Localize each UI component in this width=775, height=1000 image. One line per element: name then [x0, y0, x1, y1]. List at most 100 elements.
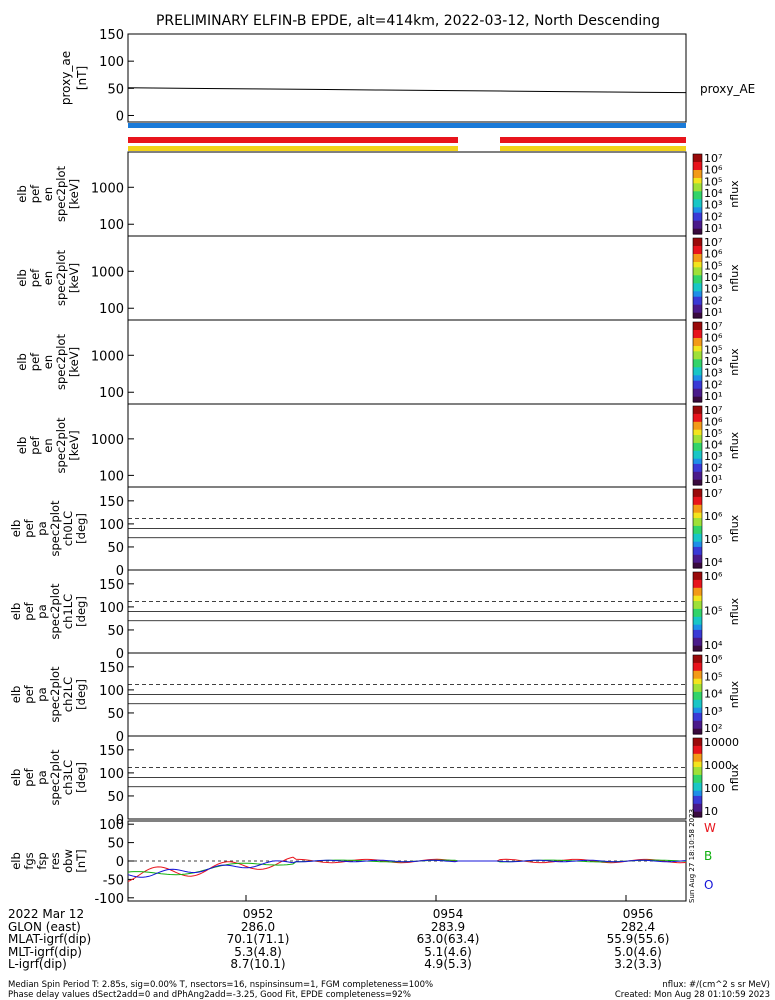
colorbar-cell	[693, 202, 702, 206]
ylabel-keV: [keV]	[67, 430, 81, 460]
y-tick-label: 150	[99, 495, 124, 510]
colorbar-cell	[693, 406, 702, 410]
colorbar-cell	[693, 272, 702, 276]
colorbar-cell	[693, 178, 702, 182]
colorbar-cell	[693, 154, 702, 158]
colorbar-tick-label: 10³	[704, 283, 722, 296]
colorbar-cell	[693, 338, 702, 342]
colorbar-cell	[693, 372, 702, 376]
y-tick-label: 0	[116, 564, 124, 579]
y-tick-label: 100	[99, 386, 124, 401]
colorbar-cell	[693, 562, 702, 566]
colorbar-cell	[693, 504, 702, 508]
status-bar-blue	[128, 123, 686, 128]
proxy-ae-ylabel: proxy_ae	[59, 51, 73, 105]
colorbar-cell	[693, 354, 702, 358]
status-bar-red-1	[128, 137, 458, 143]
colorbar-cell	[693, 491, 702, 495]
colorbar-tick-label: 10²	[704, 462, 722, 475]
colorbar-cell	[693, 539, 702, 543]
ylabel-spec2plot: spec2plot	[54, 333, 68, 390]
ylabel-keV: [keV]	[67, 347, 81, 377]
colorbar-cell	[693, 264, 702, 268]
colorbar-cell	[693, 408, 702, 412]
proxy-ae-frame	[127, 33, 687, 123]
ylabel-pef: pef	[28, 435, 42, 454]
colorbar-cell	[693, 520, 702, 524]
colorbar-cell	[693, 565, 702, 569]
colorbar-tick-label: 10⁷	[704, 320, 722, 333]
ylabel-pa: pa	[35, 521, 49, 535]
ylabel-elb: elb	[15, 353, 29, 371]
colorbar-label: nflux	[728, 348, 741, 376]
ylabel-pef: pef	[22, 518, 36, 537]
ylabel-en: en	[41, 355, 55, 369]
colorbar-cell	[693, 186, 702, 190]
colorbar-label: nflux	[728, 264, 741, 292]
colorbar-tick-label: 10⁶	[704, 164, 723, 177]
colorbar-cell	[693, 162, 702, 166]
colorbar-tick-label: 10⁶	[704, 248, 723, 261]
proxy-ae-line	[127, 87, 687, 94]
colorbar-cell	[693, 416, 702, 420]
colorbar-cell	[693, 383, 702, 387]
colorbar-cell	[693, 304, 702, 308]
colorbar-cell	[693, 310, 702, 314]
proxy-ae-tick-label: 0	[116, 109, 124, 124]
colorbar-cell	[693, 156, 702, 160]
colorbar-cell	[693, 335, 702, 339]
colorbar-cell	[693, 482, 702, 486]
colorbar-cell	[693, 246, 702, 250]
colorbar-cell	[693, 348, 702, 352]
ylabel-spec2plot: spec2plot	[54, 249, 68, 306]
colorbar-en4	[692, 405, 703, 486]
colorbar-cell	[693, 515, 702, 519]
colorbar-cell	[693, 170, 702, 174]
colorbar-cell	[693, 291, 702, 295]
status-bar-yellow-1	[128, 146, 458, 151]
colorbar-cell	[693, 399, 702, 403]
colorbar-cell	[693, 183, 702, 187]
y-tick-label: 100	[99, 302, 124, 317]
colorbar-frame	[692, 237, 703, 319]
spectrogram-frame-en2	[127, 235, 687, 321]
colorbar-cell	[693, 194, 702, 198]
colorbar-cell	[693, 380, 702, 384]
colorbar-label: nflux	[728, 514, 741, 542]
colorbar-cell	[693, 362, 702, 366]
status-bar-yellow-2	[500, 146, 686, 151]
colorbar-cell	[693, 296, 702, 300]
colorbar-cell	[693, 207, 702, 211]
ylabel-en: en	[41, 438, 55, 452]
spectrogram-frame-en3	[127, 319, 687, 405]
colorbar-cell	[693, 259, 702, 263]
colorbar-cell	[693, 419, 702, 423]
colorbar-frame	[692, 488, 703, 569]
colorbar-cell	[693, 330, 702, 334]
colorbar-cell	[693, 510, 702, 514]
colorbar-cell	[693, 479, 702, 483]
colorbar-cell	[693, 288, 702, 292]
ylabel-pef: pef	[28, 184, 42, 203]
colorbar-tick-label: 10²	[704, 210, 722, 223]
colorbar-tick-label: 10⁵	[704, 259, 722, 272]
colorbar-cell	[693, 327, 702, 331]
colorbar-tick-label: 10¹	[704, 473, 722, 486]
colorbar-tick-label: 10¹	[704, 306, 722, 319]
colorbar-cell	[693, 172, 702, 176]
status-bar-red-2	[500, 137, 686, 143]
colorbar-tick-label: 10⁴	[704, 355, 723, 368]
colorbar-cell	[693, 554, 702, 558]
colorbar-cell	[693, 427, 702, 431]
colorbar-cell	[693, 210, 702, 214]
colorbar-cell	[693, 560, 702, 564]
colorbar-cell	[693, 196, 702, 200]
colorbar-cell	[693, 359, 702, 363]
colorbar-tick-label: 10⁴	[704, 271, 723, 284]
ylabel-elb: elb	[15, 185, 29, 203]
colorbar-cell	[693, 546, 702, 551]
chart-canvas: PRELIMINARY ELFIN-B EPDE, alt=414km, 202…	[9, 13, 755, 907]
colorbar-cell	[693, 394, 702, 398]
colorbar-cell	[693, 445, 702, 449]
proxy-ae-tick-label: 100	[99, 55, 124, 70]
